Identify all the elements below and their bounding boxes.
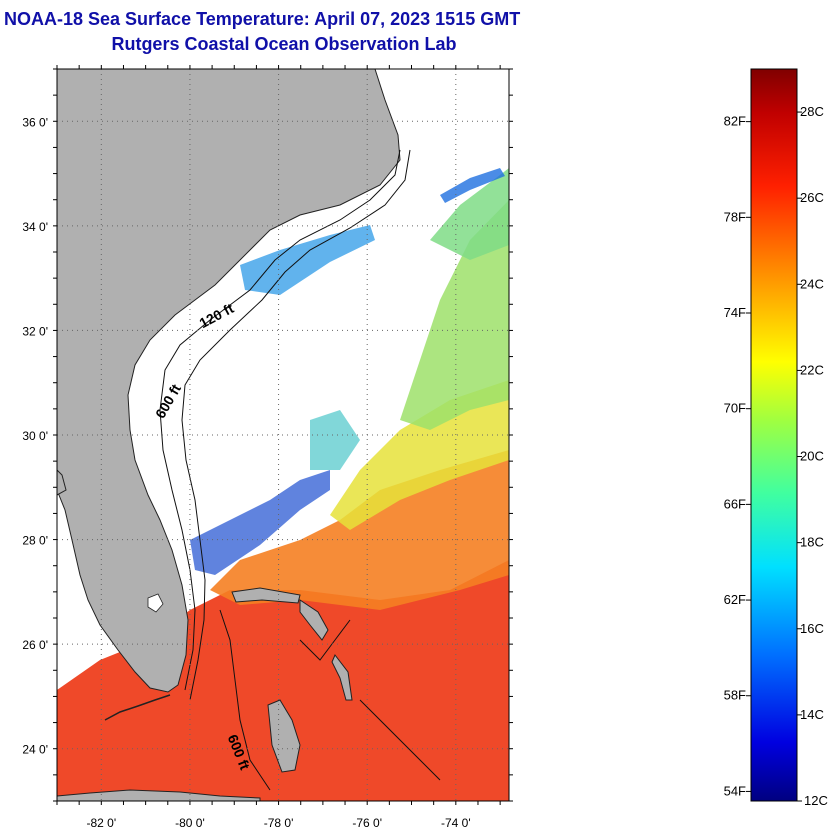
fahrenheit-label: 54F: [724, 783, 746, 798]
lon-tick-label: -78 0': [264, 816, 294, 830]
contour-bahamas: [219, 609, 441, 791]
celsius-label: 28C: [800, 104, 824, 119]
lon-tick-label: -82 0': [86, 816, 116, 830]
lon-tick-label: -74 0': [441, 816, 471, 830]
sst-green-band-north: [430, 168, 509, 260]
sst-warm-region: [57, 560, 509, 801]
bahamas-grand: [231, 587, 301, 604]
celsius-label: 12C: [804, 793, 828, 808]
florida-keys: [104, 694, 171, 721]
celsius-label: 16C: [800, 621, 824, 636]
lake-okeechobee: [147, 593, 164, 613]
us-landmass: [57, 69, 401, 693]
bahamas-andros: [267, 699, 301, 773]
lat-tick-label: 32 0': [22, 324, 48, 338]
bahamas-eleuthera: [331, 654, 353, 701]
celsius-label: 18C: [800, 535, 824, 550]
lat-tick-label: 34 0': [22, 220, 48, 234]
fahrenheit-label: 58F: [724, 688, 746, 703]
lat-tick-label: 36 0': [22, 115, 48, 129]
sst-patch-east-florida: [190, 470, 330, 575]
gulf-coast-land: [57, 469, 67, 496]
sst-patch-mid: [310, 410, 360, 470]
lon-tick-label: -76 0': [352, 816, 382, 830]
fahrenheit-label: 62F: [724, 592, 746, 607]
cuba-north-coast: [57, 789, 261, 801]
lat-tick-label: 26 0': [22, 638, 48, 652]
colorbar-labels: 28C 26C 24C 22C 20C 18C 16C 14C 12C 82F 78F 74F 70F 6…: [724, 104, 828, 808]
map-grid: [57, 69, 509, 801]
celsius-label: 22C: [800, 362, 824, 377]
celsius-label: 20C: [800, 449, 824, 464]
contour-600ft: [181, 149, 411, 701]
lat-tick-label: 24 0': [22, 743, 48, 757]
sst-yellow-region: [330, 380, 509, 530]
celsius-label: 24C: [800, 276, 824, 291]
sst-coastal-blue-carolina: [240, 225, 375, 295]
title-line-2: Rutgers Coastal Ocean Observation Lab: [111, 34, 457, 54]
fahrenheit-label: 78F: [724, 209, 746, 224]
lon-tick-label: -80 0': [175, 816, 205, 830]
lat-tick-label: 28 0': [22, 534, 48, 548]
fahrenheit-label: 74F: [724, 305, 746, 320]
bahamas-abaco: [299, 599, 329, 641]
sst-green-region: [400, 200, 509, 430]
sst-orange-region: [210, 450, 509, 610]
contour-120ft: [159, 149, 401, 691]
celsius-label: 26C: [800, 190, 824, 205]
celsius-label: 14C: [800, 707, 824, 722]
map-axis-ticks: 36 0' 34 0' 32 0' 30 0' 28 0' 26 0' 24 0' -82 0…: [22, 65, 513, 830]
colorbar-scale: [750, 68, 798, 802]
fahrenheit-label: 66F: [724, 496, 746, 511]
fahrenheit-label: 70F: [724, 401, 746, 416]
lat-tick-label: 30 0': [22, 429, 48, 443]
fahrenheit-label: 82F: [724, 114, 746, 129]
title-line-1: NOAA-18 Sea Surface Temperature: April 0…: [4, 9, 521, 29]
